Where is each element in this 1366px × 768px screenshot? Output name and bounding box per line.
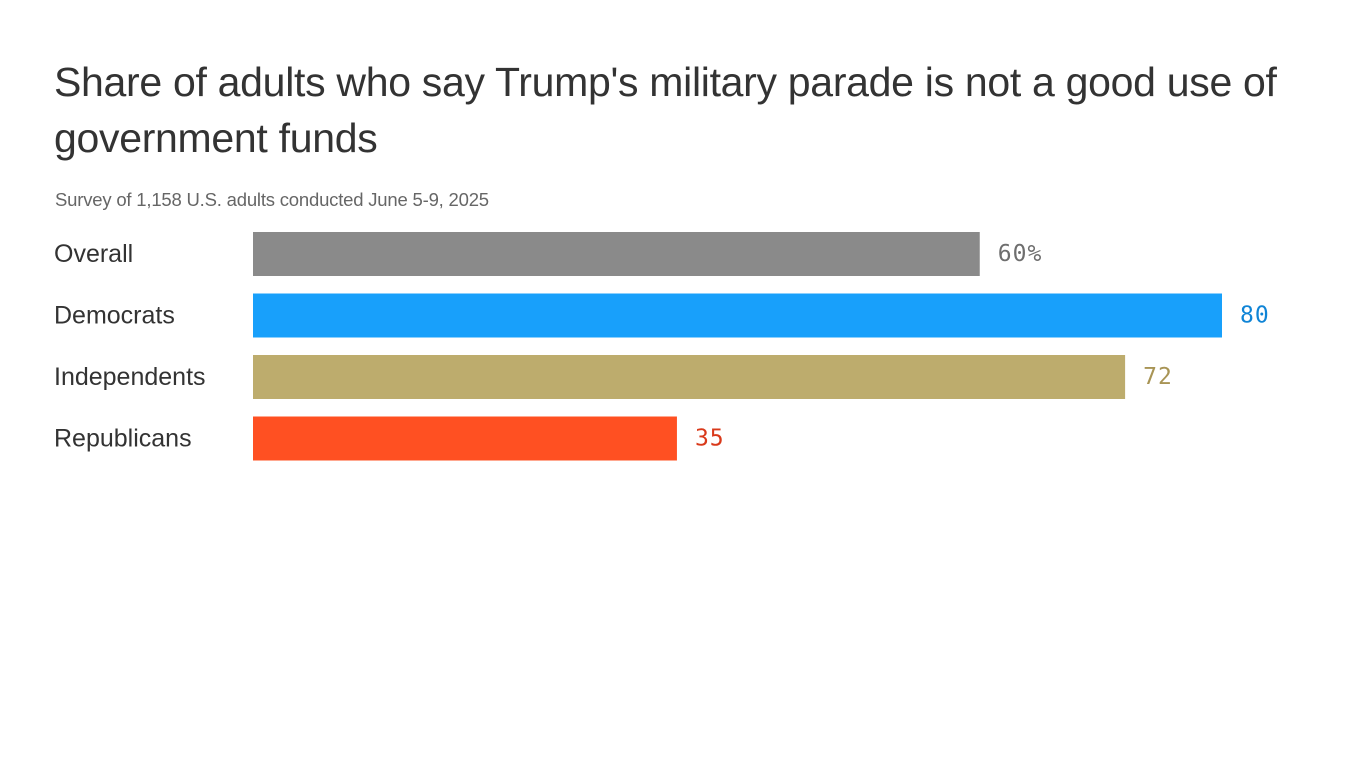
value-label-overall: 60% — [998, 241, 1043, 267]
bar-democrats — [253, 293, 1222, 338]
chart-title: Share of adults who say Trump's military… — [54, 59, 1277, 161]
value-label-republicans: 35 — [695, 426, 725, 452]
category-label-republicans: Republicans — [54, 425, 192, 453]
chart-subtitle: Survey of 1,158 U.S. adults conducted Ju… — [55, 189, 489, 210]
category-label-independents: Independents — [54, 363, 206, 391]
value-label-democrats: 80 — [1240, 303, 1270, 329]
bar-overall — [253, 232, 980, 276]
bar-republicans — [253, 416, 677, 461]
bar-independents — [253, 355, 1126, 399]
category-label-democrats: Democrats — [54, 302, 175, 330]
value-label-independents: 72 — [1143, 364, 1173, 390]
category-label-overall: Overall — [54, 240, 133, 268]
